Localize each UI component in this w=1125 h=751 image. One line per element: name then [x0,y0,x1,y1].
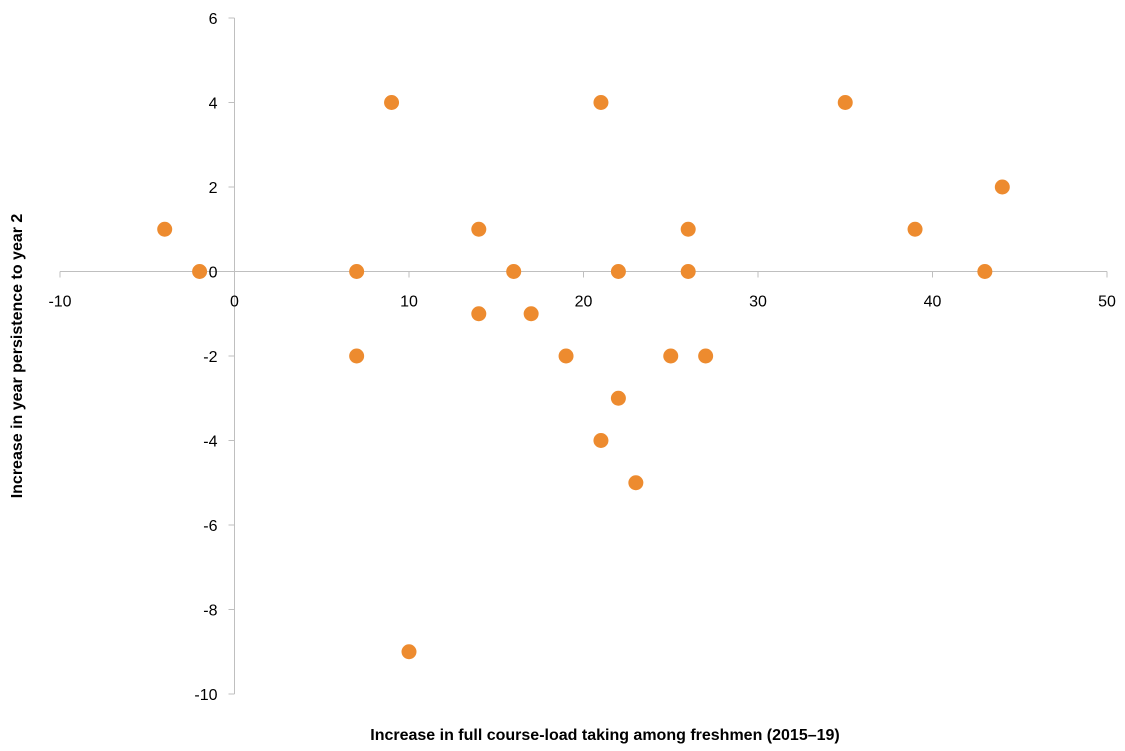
scatter-point [349,264,365,279]
scatter-point [593,95,609,110]
scatter-point [523,306,539,322]
scatter-point [663,348,679,364]
y-tick-label: 6 [209,11,218,28]
data-points [157,95,1010,660]
scatter-point [593,433,609,448]
scatter-point [837,95,853,110]
scatter-point [977,264,993,279]
x-tick-label: 30 [749,294,767,311]
y-tick-label: -10 [194,687,217,704]
scatter-point [680,264,696,279]
scatter-point [157,221,173,237]
scatter-point [558,348,574,364]
y-tick-label: -8 [203,603,217,620]
y-tick-label: -2 [203,349,217,366]
x-tick-label: 10 [400,294,418,311]
scatter-point [610,390,626,406]
scatter-point [349,348,365,364]
scatter-point [384,95,400,110]
scatter-point [907,221,923,237]
scatter-point [401,644,417,660]
scatter-point [471,306,487,322]
scatter-point [192,264,208,279]
x-tick-label: 0 [230,294,239,311]
scatter-point [610,264,626,279]
x-tick-label: 50 [1098,294,1116,311]
y-tick-label: 4 [209,96,218,113]
scatter-point [994,179,1010,195]
x-tick-label: -10 [48,294,71,311]
scatter-point [698,348,714,364]
x-axis-ticks: -10 0 10 20 30 40 50 [48,271,1116,311]
y-tick-label: -4 [203,434,217,451]
x-tick-label: 20 [575,294,593,311]
y-axis-ticks: -10 -8 -6 -4 -2 0 2 4 6 [194,11,235,704]
y-tick-label: 0 [209,265,218,282]
y-axis-title: Increase in year persistence to year 2 [9,214,26,499]
y-tick-label: 2 [209,180,218,197]
scatter-point [506,264,522,279]
x-axis-title: Increase in full course-load taking amon… [370,727,839,744]
y-tick-label: -6 [203,518,217,535]
scatter-point [680,221,696,237]
x-tick-label: 40 [924,294,942,311]
scatter-point [471,221,487,237]
scatter-point [628,475,644,491]
